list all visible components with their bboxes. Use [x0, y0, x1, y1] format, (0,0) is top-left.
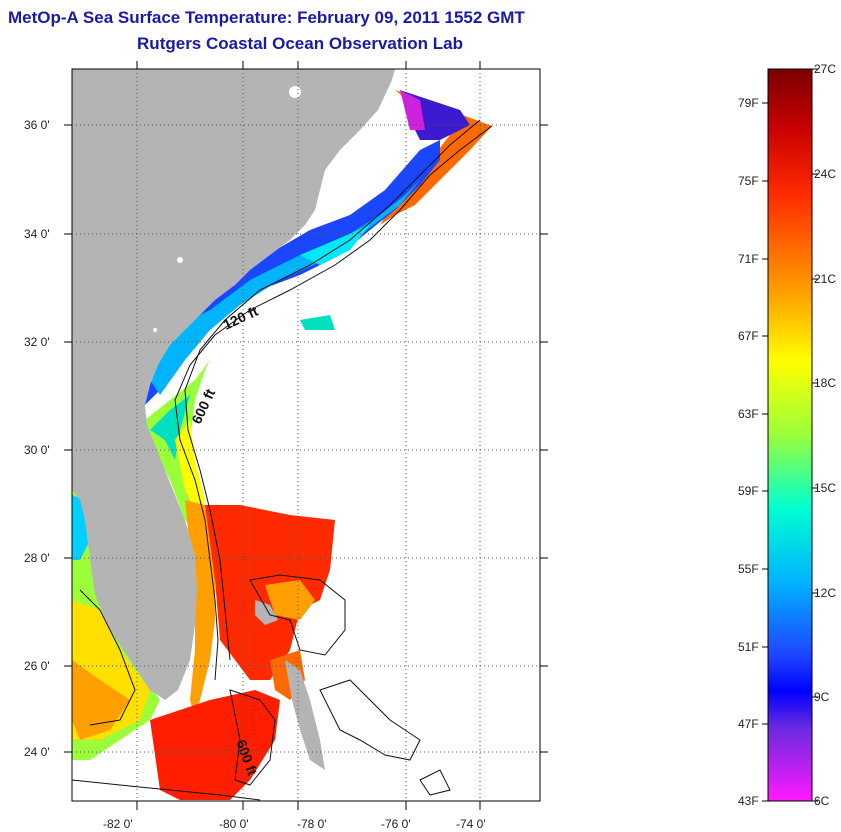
lat-label-24: 24 0': [24, 745, 50, 759]
lat-label-30: 30 0': [24, 443, 50, 457]
cb-f-55: 55F: [738, 562, 759, 576]
cb-f-67: 67F: [738, 329, 759, 343]
cb-c-15: 15C: [814, 481, 836, 495]
longitude-labels: -82 0' -80 0' -78 0' -76 0' -74 0': [103, 817, 486, 831]
cb-c-18: 18C: [814, 376, 836, 390]
latitude-labels: 36 0' 34 0' 32 0' 30 0' 28 0' 26 0' 24 0…: [24, 118, 50, 759]
cb-f-75: 75F: [738, 174, 759, 188]
bathymetry-contours: [72, 119, 493, 801]
lat-label-34: 34 0': [24, 227, 50, 241]
land-island-small: [255, 600, 278, 625]
lat-label-26: 26 0': [24, 659, 50, 673]
colorbar-f-labels: 79F 75F 71F 67F 63F 59F 55F 51F 47F 43F: [738, 96, 759, 808]
colorbar-f-ticks: [762, 102, 768, 802]
lat-label-32: 32 0': [24, 335, 50, 349]
map-frame: [71, 68, 541, 802]
lat-label-28: 28 0': [24, 551, 50, 565]
lon-label-74: -74 0': [456, 817, 486, 831]
cb-c-12: 12C: [814, 586, 836, 600]
cb-f-71: 71F: [738, 252, 759, 266]
land-mainland: [72, 69, 395, 700]
cb-f-43: 43F: [738, 794, 759, 808]
cb-f-59: 59F: [738, 484, 759, 498]
map-subtitle: Rutgers Coastal Ocean Observation Lab: [137, 34, 463, 53]
lon-label-76: -76 0': [381, 817, 411, 831]
colorbar: [767, 68, 813, 802]
colorbar-c-ticks: [812, 68, 818, 802]
map-title: MetOp-A Sea Surface Temperature: Februar…: [8, 8, 525, 27]
cb-c-24: 24C: [814, 167, 836, 181]
colorbar-c-labels: 27C 24C 21C 18C 15C 12C 9C 6C: [814, 62, 836, 808]
cb-f-51: 51F: [738, 640, 759, 654]
land-island: [285, 660, 325, 770]
cb-f-47: 47F: [738, 717, 759, 731]
map-ticks: [64, 61, 548, 810]
lat-label-36: 36 0': [24, 118, 50, 132]
lon-label-78: -78 0': [297, 817, 327, 831]
cb-f-63: 63F: [738, 407, 759, 421]
cb-f-79: 79F: [738, 96, 759, 110]
cb-c-6: 6C: [814, 794, 830, 808]
lon-label-80: -80 0': [219, 817, 249, 831]
cb-c-27: 27C: [814, 62, 836, 76]
cb-c-9: 9C: [814, 690, 830, 704]
cb-c-21: 21C: [814, 272, 836, 286]
lon-label-82: -82 0': [103, 817, 133, 831]
